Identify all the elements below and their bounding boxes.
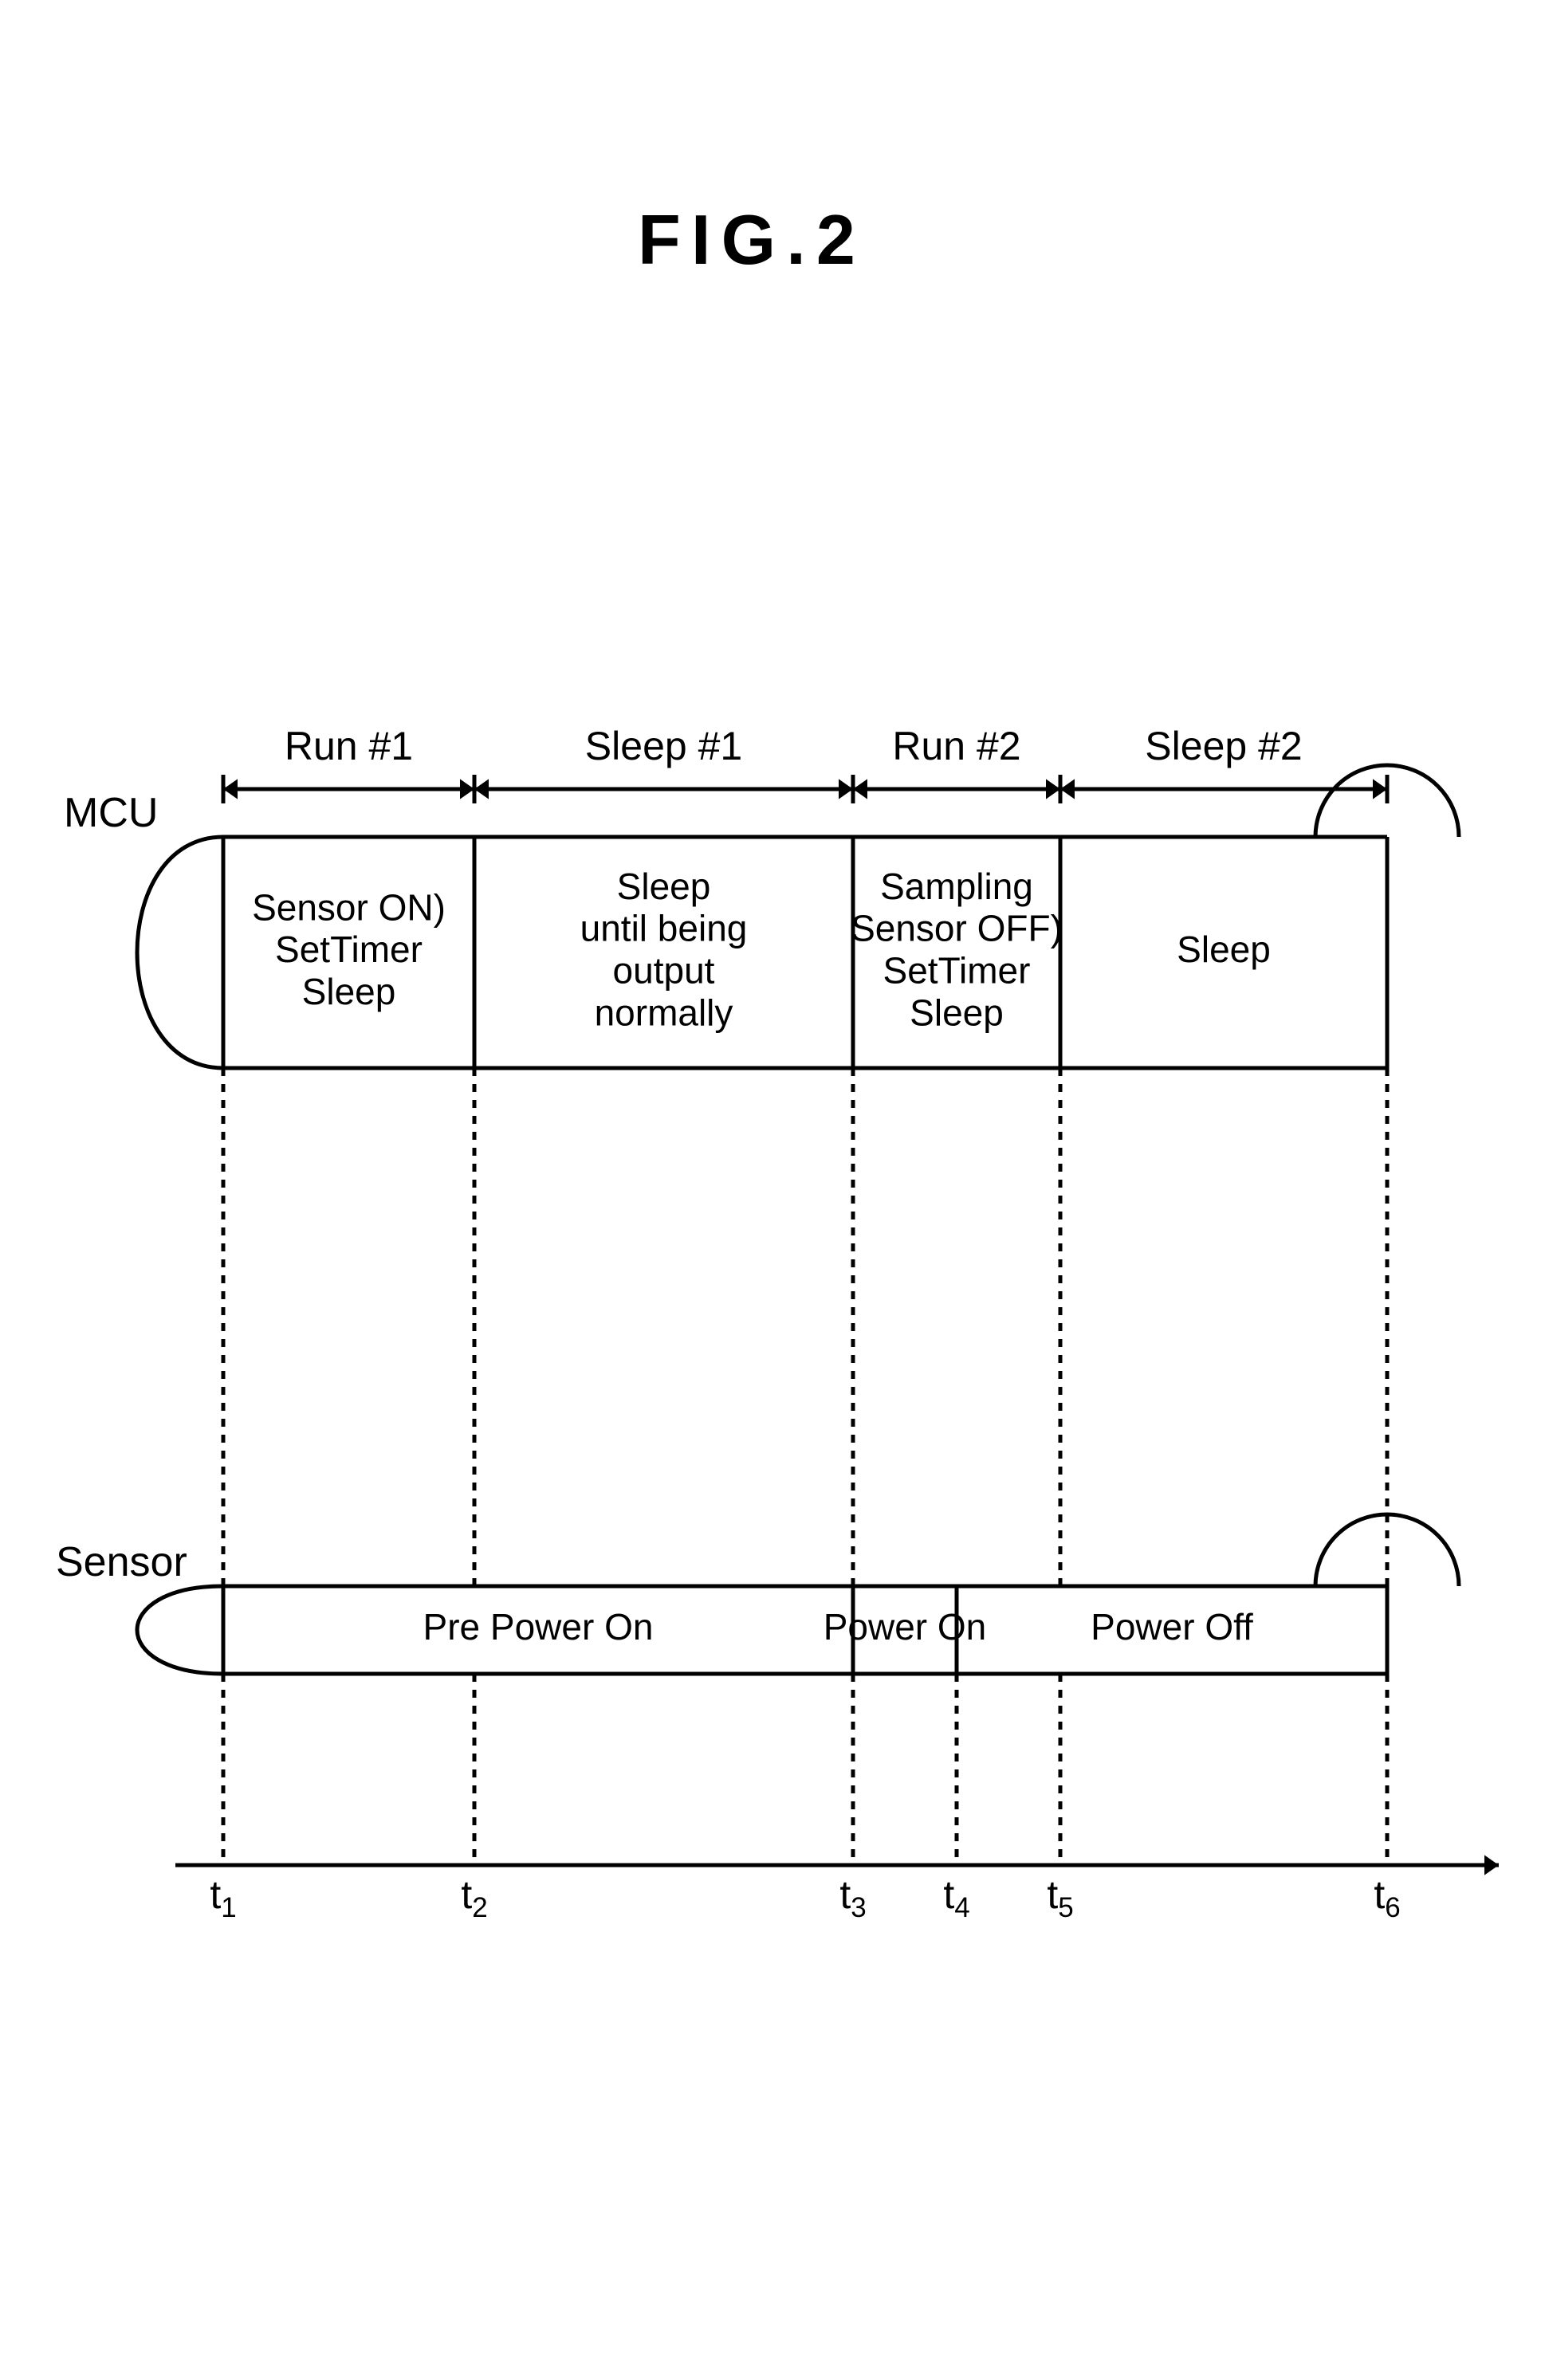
svg-text:normally: normally bbox=[595, 992, 733, 1034]
svg-text:SetTimer: SetTimer bbox=[883, 950, 1031, 992]
figure-title: FIG.2 bbox=[638, 199, 866, 281]
svg-text:t4: t4 bbox=[943, 1872, 969, 1923]
svg-text:Sensor OFF): Sensor OFF) bbox=[851, 908, 1063, 949]
svg-text:output: output bbox=[613, 950, 715, 992]
svg-text:t6: t6 bbox=[1374, 1872, 1400, 1923]
svg-text:Power Off: Power Off bbox=[1091, 1606, 1253, 1648]
svg-text:Sleep #1: Sleep #1 bbox=[585, 724, 742, 768]
page: FIG.2 MCU Sensor tt1t2t3t4t5t6Run #1Slee… bbox=[32, 32, 1509, 2348]
svg-text:Pre Power On: Pre Power On bbox=[423, 1606, 654, 1648]
svg-text:Sensor ON): Sensor ON) bbox=[252, 886, 446, 928]
svg-text:Sleep: Sleep bbox=[910, 992, 1004, 1034]
svg-text:until being: until being bbox=[580, 908, 748, 949]
svg-text:SetTimer: SetTimer bbox=[275, 929, 423, 970]
svg-text:Run #2: Run #2 bbox=[892, 724, 1020, 768]
svg-text:Run #1: Run #1 bbox=[285, 724, 413, 768]
svg-text:Sleep #2: Sleep #2 bbox=[1145, 724, 1302, 768]
svg-text:t1: t1 bbox=[210, 1872, 236, 1923]
svg-text:t3: t3 bbox=[839, 1872, 866, 1923]
svg-text:t2: t2 bbox=[461, 1872, 487, 1923]
svg-text:Sampling: Sampling bbox=[880, 866, 1033, 907]
svg-text:Sleep: Sleep bbox=[302, 971, 396, 1012]
svg-text:t5: t5 bbox=[1047, 1872, 1073, 1923]
timing-diagram: tt1t2t3t4t5t6Run #1Sleep #1Run #2Sleep #… bbox=[32, 367, 1509, 2120]
svg-text:Sleep: Sleep bbox=[1177, 929, 1271, 970]
svg-text:Power On: Power On bbox=[824, 1606, 987, 1648]
svg-text:Sleep: Sleep bbox=[617, 866, 711, 907]
